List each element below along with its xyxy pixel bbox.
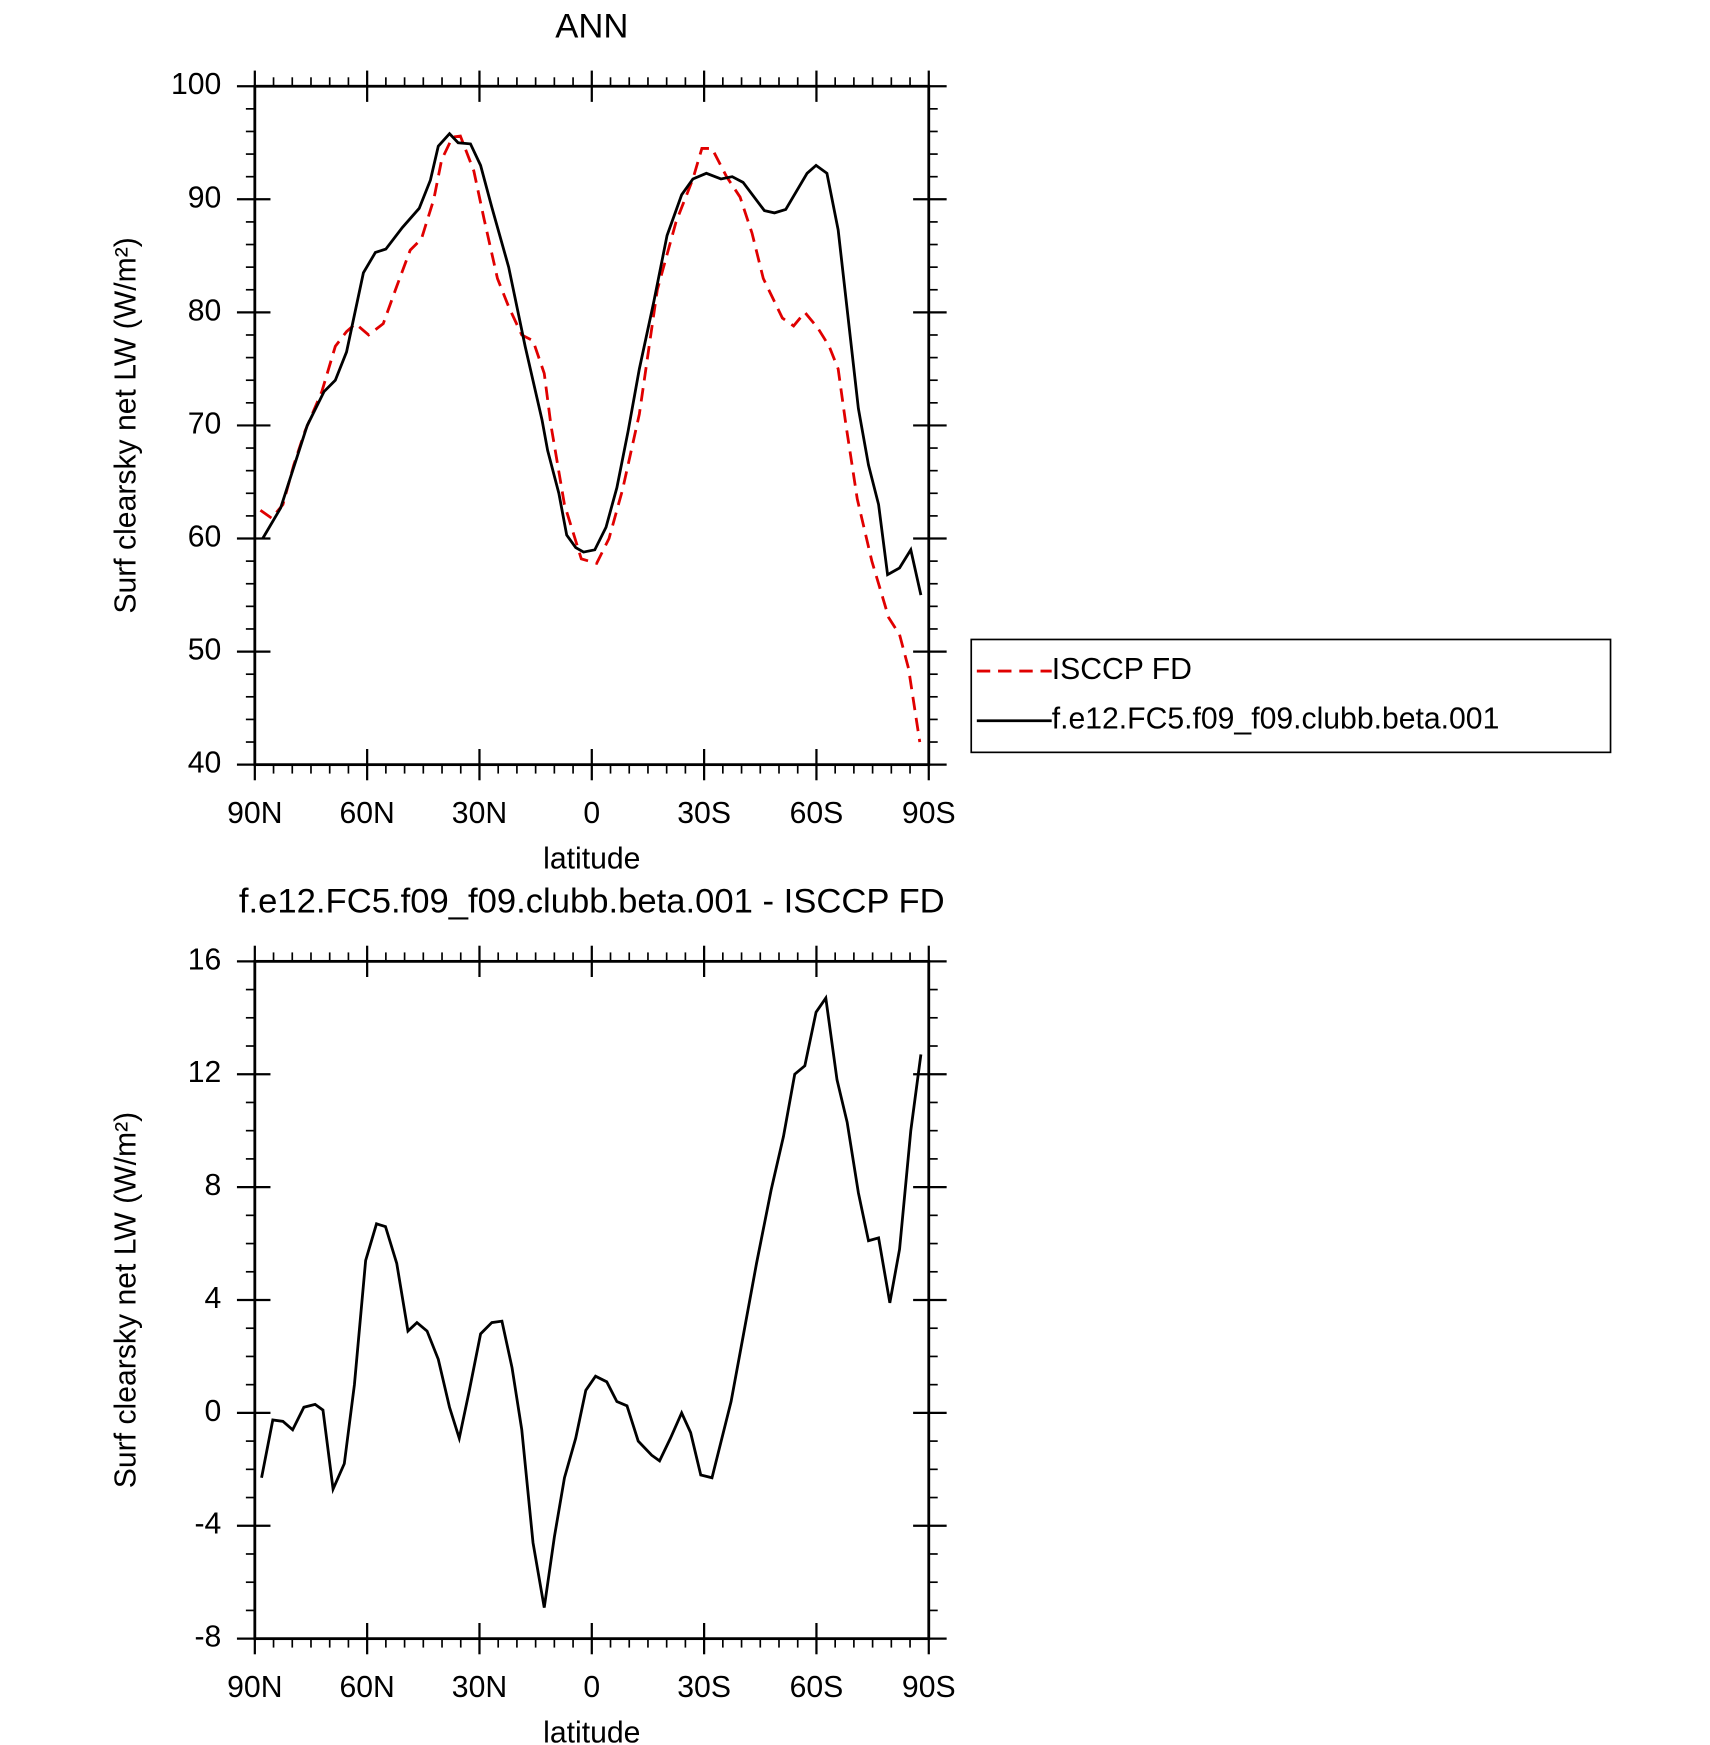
plot-frame xyxy=(253,84,931,767)
data-line xyxy=(260,994,923,1608)
y-tick-label: 4 xyxy=(205,1282,222,1315)
x-tick-label: 90N xyxy=(227,797,282,830)
legend-label: ISCCP FD xyxy=(1052,653,1192,686)
y-tick-label: -8 xyxy=(194,1621,221,1654)
y-tick-label: 8 xyxy=(205,1169,222,1202)
x-tick-label: 30N xyxy=(452,1671,507,1704)
legend-box xyxy=(970,638,1612,754)
y-tick-label: 0 xyxy=(205,1395,222,1428)
y-axis-label: Surf clearsky net LW (W/m²) xyxy=(109,1112,142,1488)
chart-title: f.e12.FC5.f09_f09.clubb.beta.001 - ISCCP… xyxy=(239,882,945,920)
x-tick-label: 30S xyxy=(677,797,731,830)
x-axis-label: latitude xyxy=(543,843,640,876)
y-tick-label: 100 xyxy=(171,68,221,101)
y-tick-label: 12 xyxy=(188,1056,222,1089)
legend-label: f.e12.FC5.f09_f09.clubb.beta.001 xyxy=(1052,703,1500,736)
x-tick-label: 90S xyxy=(902,1671,956,1704)
y-tick-label: 50 xyxy=(188,634,222,667)
x-tick-label: 0 xyxy=(583,1671,600,1704)
x-axis-label: latitude xyxy=(543,1717,640,1745)
x-tick-label: 90S xyxy=(902,797,956,830)
y-tick-label: 16 xyxy=(188,943,222,976)
x-tick-label: 60S xyxy=(790,1671,844,1704)
y-tick-label: 60 xyxy=(188,520,222,553)
x-tick-label: 30S xyxy=(677,1671,731,1704)
data-line xyxy=(259,134,922,743)
chart-title: ANN xyxy=(555,7,628,45)
y-tick-label: 40 xyxy=(188,747,222,780)
x-tick-label: 90N xyxy=(227,1671,282,1704)
y-tick-label: 80 xyxy=(188,294,222,327)
panel: ANN latitude Surf clearsky net LW (W/m²) 90… xyxy=(109,7,1612,876)
x-tick-label: 30N xyxy=(452,797,507,830)
y-tick-label: 70 xyxy=(188,407,222,440)
x-tick-label: 60N xyxy=(339,1671,394,1704)
y-tick-label: 90 xyxy=(188,181,222,214)
plot-frame xyxy=(253,959,931,1641)
y-tick-label: -4 xyxy=(194,1508,221,1541)
y-axis-label: Surf clearsky net LW (W/m²) xyxy=(109,237,142,613)
x-tick-label: 60S xyxy=(790,797,844,830)
panel: f.e12.FC5.f09_f09.clubb.beta.001 - ISCCP… xyxy=(109,882,955,1745)
data-line xyxy=(261,131,923,596)
x-tick-label: 60N xyxy=(339,797,394,830)
x-tick-label: 0 xyxy=(583,797,600,830)
